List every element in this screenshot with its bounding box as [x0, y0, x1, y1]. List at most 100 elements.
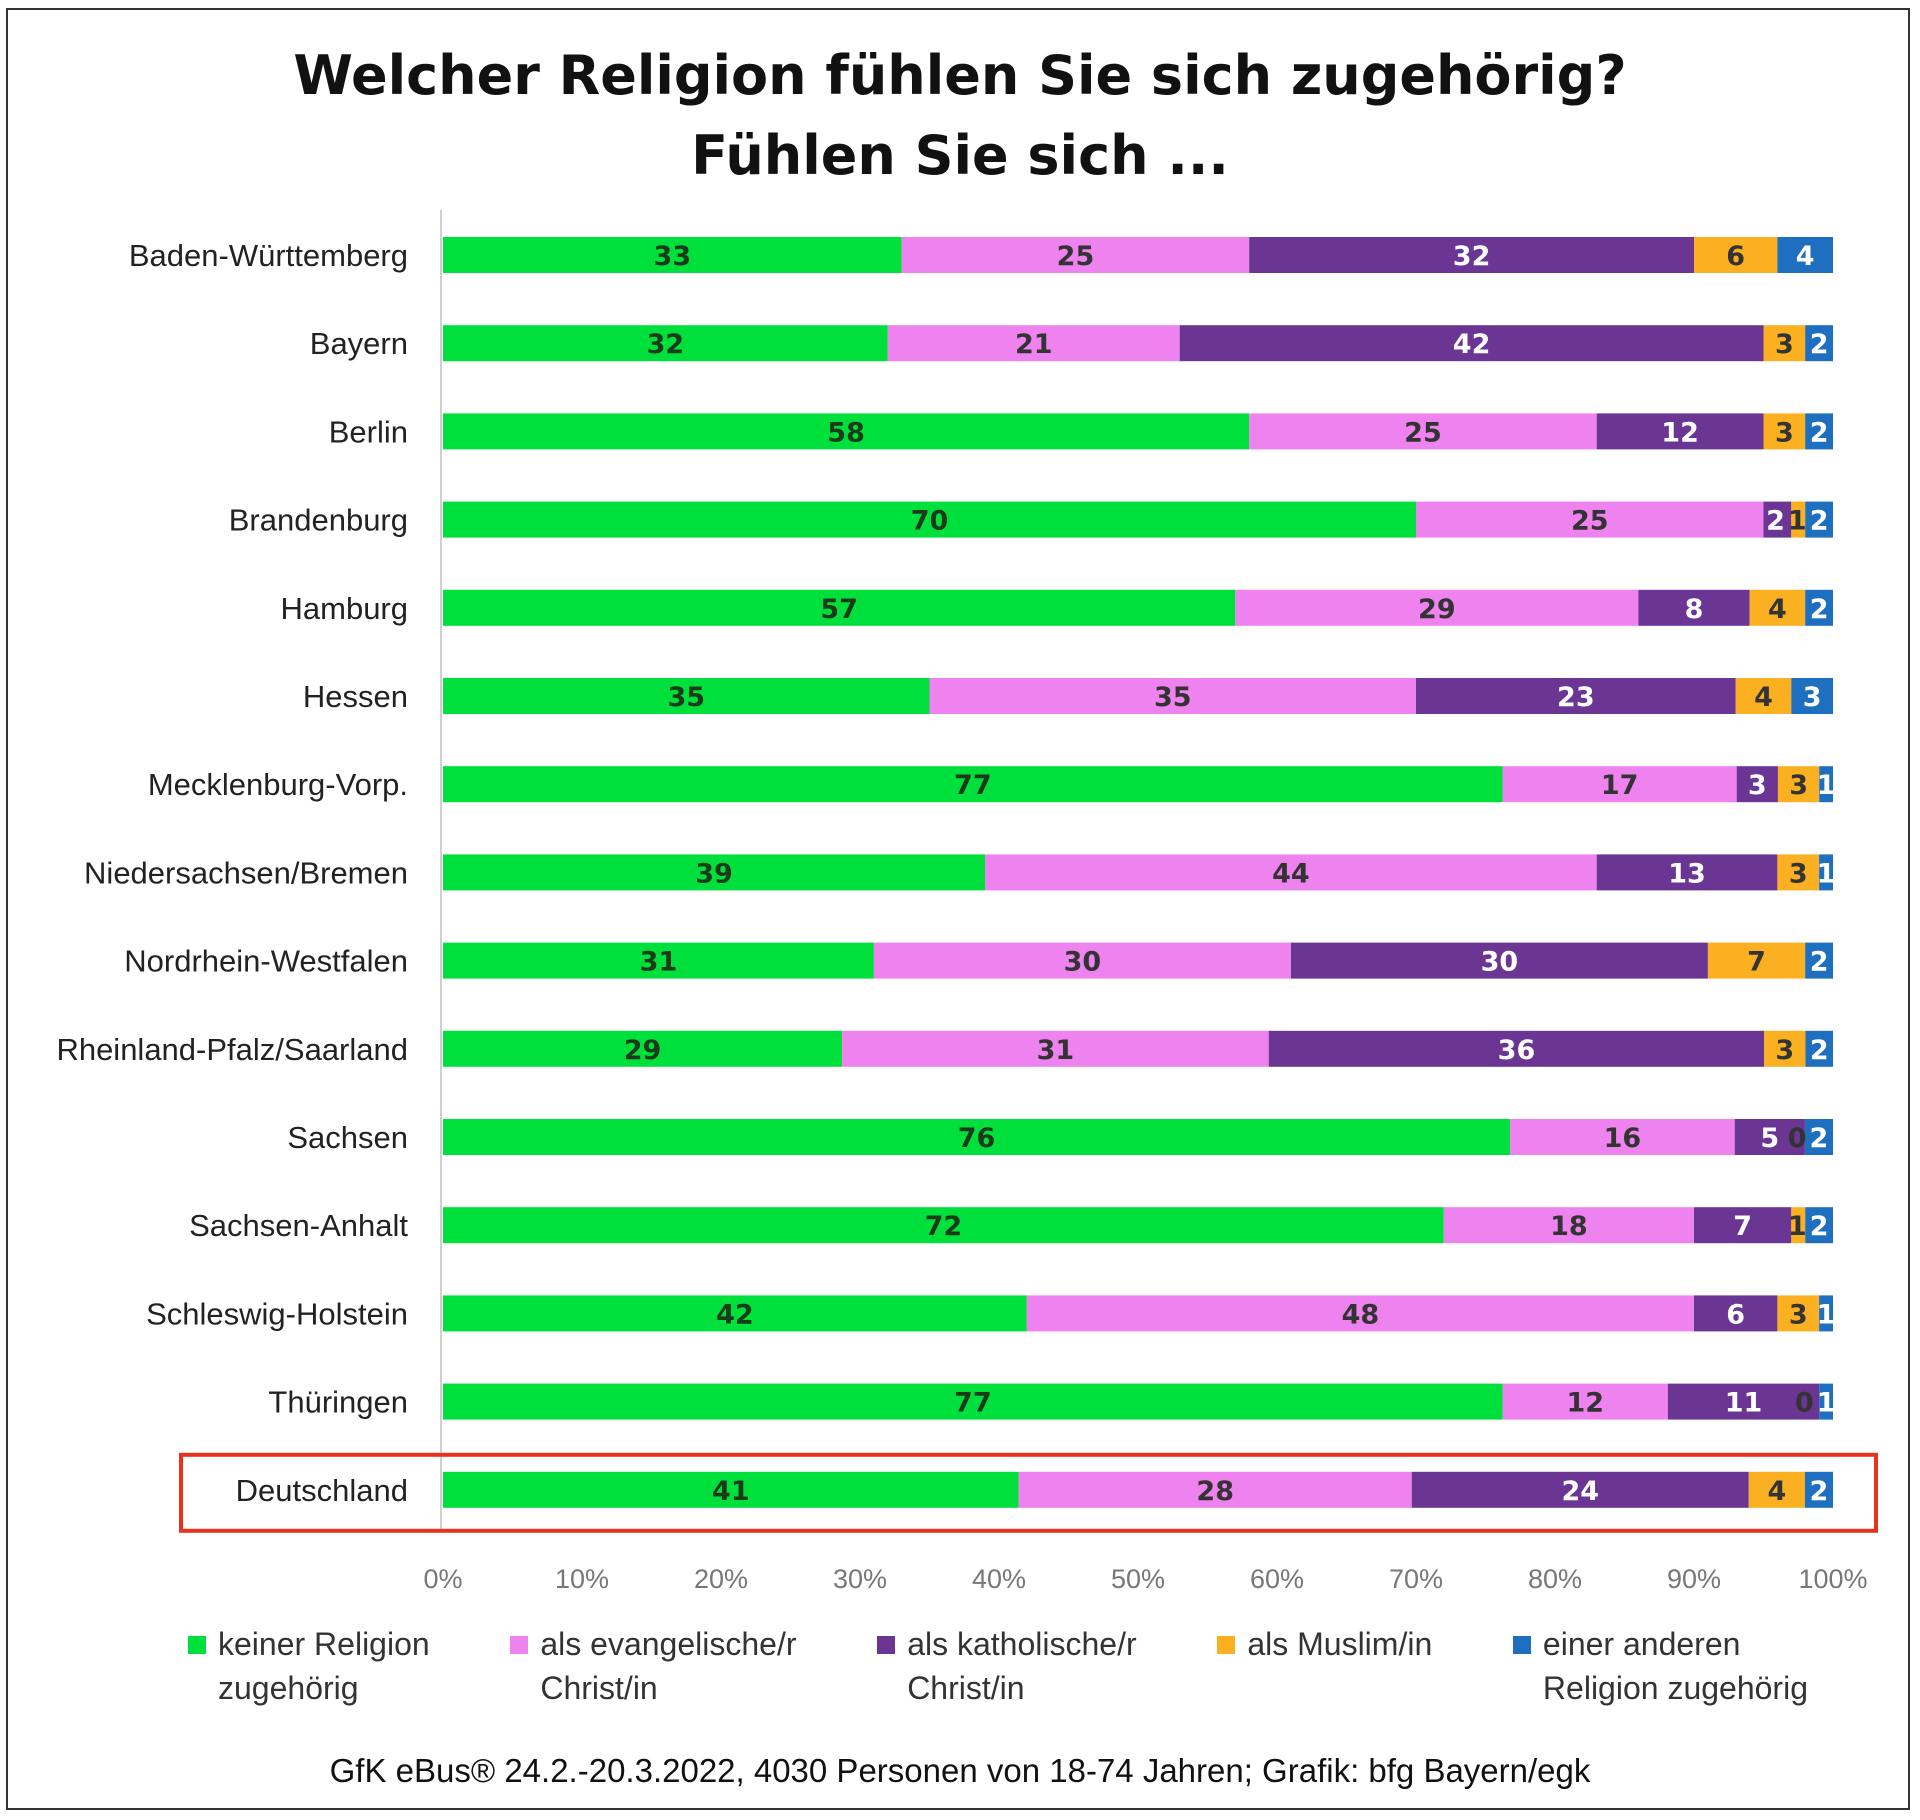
category-label: Schleswig-Holstein	[146, 1296, 408, 1331]
bar-segment	[1249, 413, 1597, 450]
data-label: 7	[1733, 1211, 1752, 1242]
data-label: 30	[1481, 947, 1519, 978]
data-label: 29	[1418, 594, 1456, 625]
category-label: Baden-Württemberg	[129, 238, 408, 273]
legend-label: als Muslim/in	[1247, 1626, 1433, 1662]
category-label: Niedersachsen/Bremen	[84, 855, 408, 890]
data-label: 1	[1817, 770, 1836, 801]
bar-segment	[1805, 589, 1833, 626]
legend-label	[1247, 1666, 1432, 1710]
x-tick-label: 70%	[1389, 1564, 1443, 1594]
legend-label: einer anderen	[1542, 1626, 1741, 1662]
bar-segment	[1805, 1030, 1833, 1067]
data-label: 2	[1810, 1123, 1829, 1154]
bar-segment	[443, 678, 930, 714]
bar-segment	[1805, 325, 1833, 362]
bar-segment	[1502, 766, 1737, 803]
highlight-box	[179, 1452, 1878, 1533]
legend-item: als katholische/r Christ/in	[877, 1622, 1137, 1710]
category-label: Hessen	[303, 679, 408, 714]
data-label: 2	[1810, 1476, 1829, 1507]
bar-segment	[1694, 1295, 1778, 1332]
data-label: 48	[1342, 1299, 1380, 1330]
data-label: 70	[911, 506, 949, 537]
bar-segment	[443, 1295, 1027, 1332]
data-label: 58	[827, 417, 865, 448]
bar-segment	[1791, 678, 1833, 714]
bar-segment	[1736, 766, 1778, 803]
data-label: 2	[1810, 1035, 1829, 1066]
category-label: Thüringen	[268, 1385, 408, 1420]
bar-segment	[842, 1030, 1269, 1067]
x-tick-label: 40%	[972, 1564, 1026, 1594]
bar-segment	[443, 942, 874, 979]
bar-segment	[1510, 1119, 1735, 1155]
bar-segment	[1734, 1119, 1805, 1155]
data-label: 77	[954, 1388, 992, 1419]
x-tick-label: 0%	[423, 1564, 462, 1594]
data-label: 42	[716, 1299, 754, 1330]
data-label: 4	[1796, 241, 1815, 272]
bar-segment	[1764, 1030, 1806, 1067]
data-label: 13	[1668, 858, 1706, 889]
legend-label: Religion zugehörig	[1542, 1670, 1808, 1706]
bar-segment	[443, 1030, 843, 1067]
bar-segment	[873, 942, 1291, 979]
bar-segment	[443, 1383, 1503, 1420]
bar-segment	[1638, 589, 1750, 626]
bar-segment	[1791, 1207, 1806, 1244]
bar-segment	[443, 501, 1416, 538]
bar-segment	[1694, 1207, 1792, 1244]
bar-segment	[1805, 1207, 1833, 1244]
data-label: 29	[624, 1035, 662, 1066]
data-label: 18	[1550, 1211, 1588, 1242]
x-tick-label: 90%	[1667, 1564, 1721, 1594]
data-label: 39	[695, 858, 733, 889]
legend-label: als evangelische/r	[540, 1626, 797, 1662]
data-label: 35	[667, 682, 705, 713]
bar-segment	[1777, 1295, 1820, 1332]
data-label: 57	[820, 594, 858, 625]
bar-segment	[1596, 413, 1764, 450]
x-tick-label: 100%	[1798, 1564, 1867, 1594]
bar-segment	[1411, 1471, 1749, 1508]
data-label: 3	[1789, 1299, 1808, 1330]
legend-swatch	[1512, 1636, 1531, 1654]
bar-segment	[1268, 1030, 1765, 1067]
data-label: 25	[1404, 417, 1442, 448]
chart-subtitle: Fühlen Sie sich ...	[691, 124, 1229, 187]
x-tick-label: 30%	[833, 1564, 887, 1594]
bar-segment	[1707, 942, 1806, 979]
category-label: Hamburg	[281, 591, 409, 626]
data-label: 3	[1803, 682, 1822, 713]
legend-swatch	[188, 1636, 206, 1654]
data-label: 12	[1566, 1388, 1604, 1419]
legend-label: Christ/in	[907, 1670, 1025, 1706]
data-label: 36	[1498, 1035, 1536, 1066]
x-tick-label: 50%	[1111, 1564, 1165, 1594]
bar-segment	[985, 854, 1597, 891]
data-label: 12	[1661, 417, 1699, 448]
bar-segment	[1791, 501, 1806, 538]
legend-label: als katholische/r	[907, 1626, 1137, 1662]
legend-item: als evangelische/r Christ/in	[510, 1622, 797, 1710]
data-label: 42	[1453, 329, 1491, 360]
data-label: 1	[1817, 858, 1836, 889]
bar-segment	[443, 1471, 1019, 1508]
bar-segment	[1763, 325, 1806, 362]
bar-segment	[1290, 942, 1708, 979]
data-label: 28	[1196, 1476, 1234, 1507]
data-label: 33	[654, 241, 692, 272]
legend-label: Christ/in	[540, 1670, 658, 1706]
bar-segment	[1018, 1471, 1412, 1508]
bar-segment	[1235, 589, 1639, 626]
data-label: 3	[1748, 770, 1767, 801]
data-label: 1	[1788, 506, 1807, 537]
data-label: 76	[958, 1123, 996, 1154]
bar-segment	[1804, 1471, 1833, 1508]
bar-segment	[1805, 501, 1833, 538]
data-label: 1	[1788, 1211, 1807, 1242]
data-label: 7	[1747, 947, 1766, 978]
legend-item: einer anderen Religion zugehörig	[1512, 1622, 1808, 1710]
x-tick-label: 60%	[1250, 1564, 1304, 1594]
